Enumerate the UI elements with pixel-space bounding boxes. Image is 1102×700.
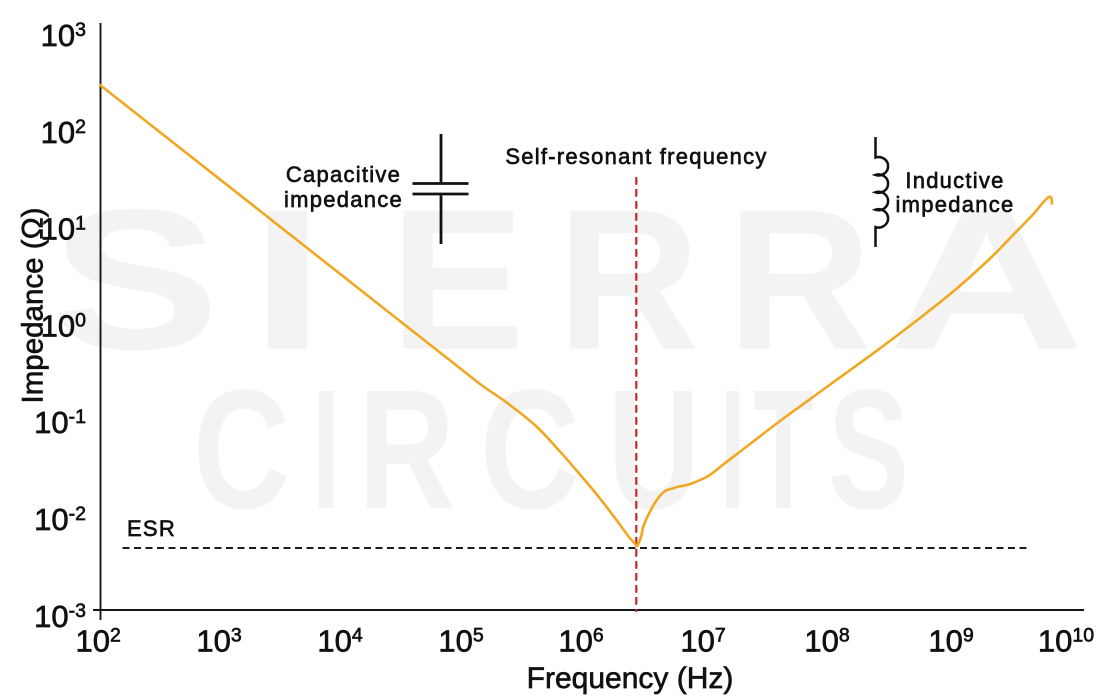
- svg-text:impedance: impedance: [284, 187, 403, 212]
- svg-text:Self-resonant frequency: Self-resonant frequency: [505, 144, 767, 169]
- svg-text:E: E: [390, 169, 525, 392]
- svg-text:103: 103: [196, 624, 241, 659]
- svg-text:T: T: [753, 355, 814, 545]
- svg-text:109: 109: [928, 624, 973, 659]
- svg-text:A: A: [888, 169, 1085, 392]
- svg-text:ESR: ESR: [127, 516, 176, 541]
- svg-text:104: 104: [317, 624, 362, 659]
- svg-text:10-2: 10-2: [34, 502, 86, 537]
- svg-text:R: R: [727, 169, 872, 392]
- svg-text:impedance: impedance: [896, 192, 1015, 217]
- svg-text:S: S: [828, 355, 909, 545]
- svg-text:S: S: [51, 169, 220, 392]
- svg-text:U: U: [608, 355, 700, 545]
- svg-text:R: R: [557, 169, 700, 392]
- svg-text:I: I: [250, 169, 325, 392]
- svg-text:C: C: [193, 355, 290, 545]
- svg-text:Capacitive: Capacitive: [286, 162, 401, 187]
- svg-text:R: R: [358, 355, 455, 545]
- svg-text:C: C: [480, 355, 580, 545]
- svg-text:Frequency (Hz): Frequency (Hz): [527, 662, 734, 695]
- svg-text:Inductive: Inductive: [905, 168, 1004, 193]
- svg-text:I: I: [312, 355, 340, 545]
- svg-text:Impedance (Ω): Impedance (Ω): [17, 208, 50, 404]
